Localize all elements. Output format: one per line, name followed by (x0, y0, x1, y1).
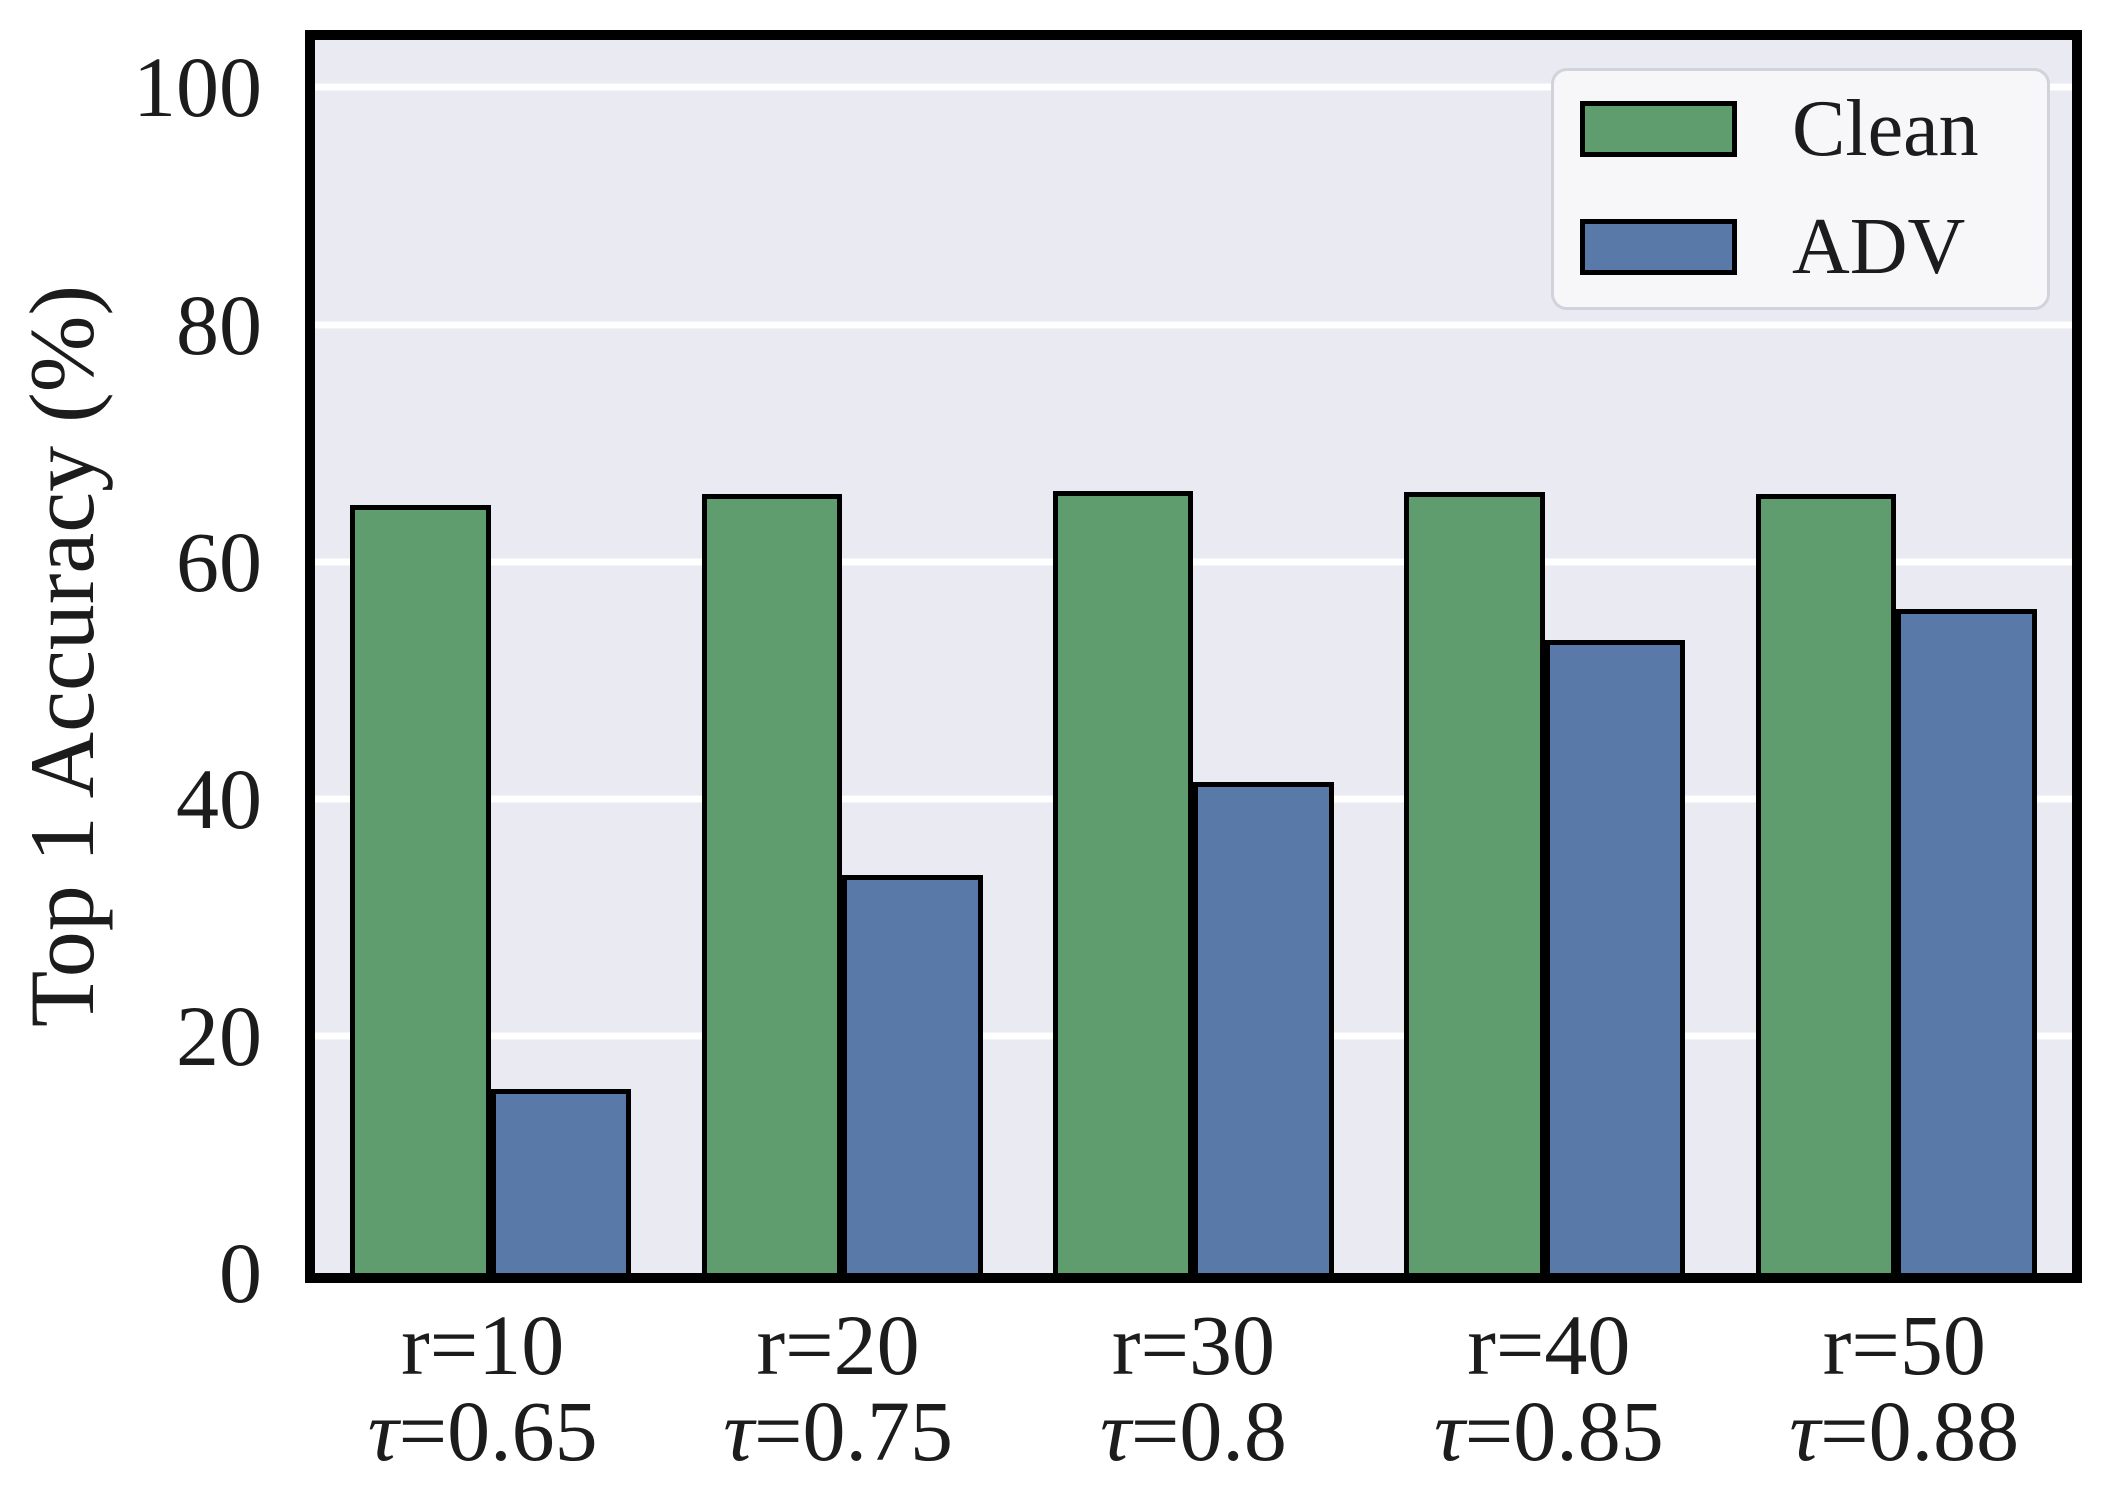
bar-clean-r=30 (1052, 490, 1194, 1273)
x-tick-line2: τ=0.65 (367, 1383, 598, 1479)
x-tick-line1: r=10 (401, 1297, 565, 1393)
legend-label-adv: ADV (1792, 203, 1966, 291)
x-tick-line1: r=20 (756, 1297, 920, 1393)
clean-swatch (1580, 101, 1737, 157)
x-tick-line1: r=30 (1111, 1297, 1276, 1393)
y-tick-20: 20 (176, 987, 262, 1084)
bar-group-r=10 (315, 40, 666, 1273)
y-tick-0: 0 (219, 1225, 262, 1321)
y-tick-labels: 0 20 40 60 80 100 (0, 39, 262, 1316)
y-tick-60: 60 (176, 513, 262, 610)
x-tick-r=40: r=40 τ=0.85 (1371, 1302, 1726, 1474)
bar-adv-r=40 (1544, 639, 1686, 1273)
gridline-100 (315, 83, 2072, 91)
bar-groups (315, 40, 2072, 1273)
x-tick-r=10: r=10 τ=0.65 (305, 1302, 660, 1474)
bar-group-r=50 (1721, 40, 2072, 1273)
legend-row-adv: ADV (1580, 207, 2047, 287)
x-tick-line2: τ=0.88 (1789, 1383, 2020, 1479)
bar-group-r=20 (666, 40, 1017, 1273)
x-tick-r=20: r=20 τ=0.75 (660, 1302, 1015, 1474)
bar-adv-r=20 (842, 874, 983, 1273)
bar-clean-r=20 (701, 494, 843, 1273)
bar-clean-r=40 (1404, 491, 1545, 1273)
adv-swatch (1580, 219, 1737, 275)
x-tick-line2: τ=0.85 (1433, 1383, 1664, 1479)
y-tick-40: 40 (176, 750, 262, 847)
bar-clean-r=50 (1755, 494, 1897, 1273)
bar-adv-r=50 (1896, 609, 2037, 1273)
x-tick-line1: r=50 (1822, 1297, 1986, 1393)
y-tick-100: 100 (133, 39, 262, 136)
x-tick-labels: r=10 τ=0.65 r=20 τ=0.75 r=30 τ=0.8 r=40 τ=0.85 r… (305, 1302, 2082, 1474)
gridline-80 (315, 321, 2072, 329)
legend: Clean ADV (1551, 68, 2050, 310)
x-tick-r=50: r=50 τ=0.88 (1727, 1302, 2082, 1474)
bar-group-r=40 (1369, 40, 1720, 1273)
x-tick-r=30: r=30 τ=0.8 (1016, 1302, 1371, 1474)
x-tick-line1: r=40 (1467, 1297, 1631, 1393)
bar-adv-r=10 (490, 1089, 632, 1273)
gridline-60 (315, 558, 2072, 566)
bar-group-r=30 (1018, 40, 1369, 1273)
x-tick-line2: τ=0.8 (1100, 1383, 1287, 1479)
plot-area: Clean ADV (305, 30, 2082, 1283)
bar-clean-r=10 (350, 504, 491, 1273)
y-tick-80: 80 (176, 276, 262, 373)
legend-label-clean: Clean (1792, 85, 1979, 173)
x-tick-line2: τ=0.75 (723, 1383, 953, 1479)
bar-adv-r=30 (1193, 782, 1335, 1273)
legend-row-clean: Clean (1580, 89, 2047, 169)
